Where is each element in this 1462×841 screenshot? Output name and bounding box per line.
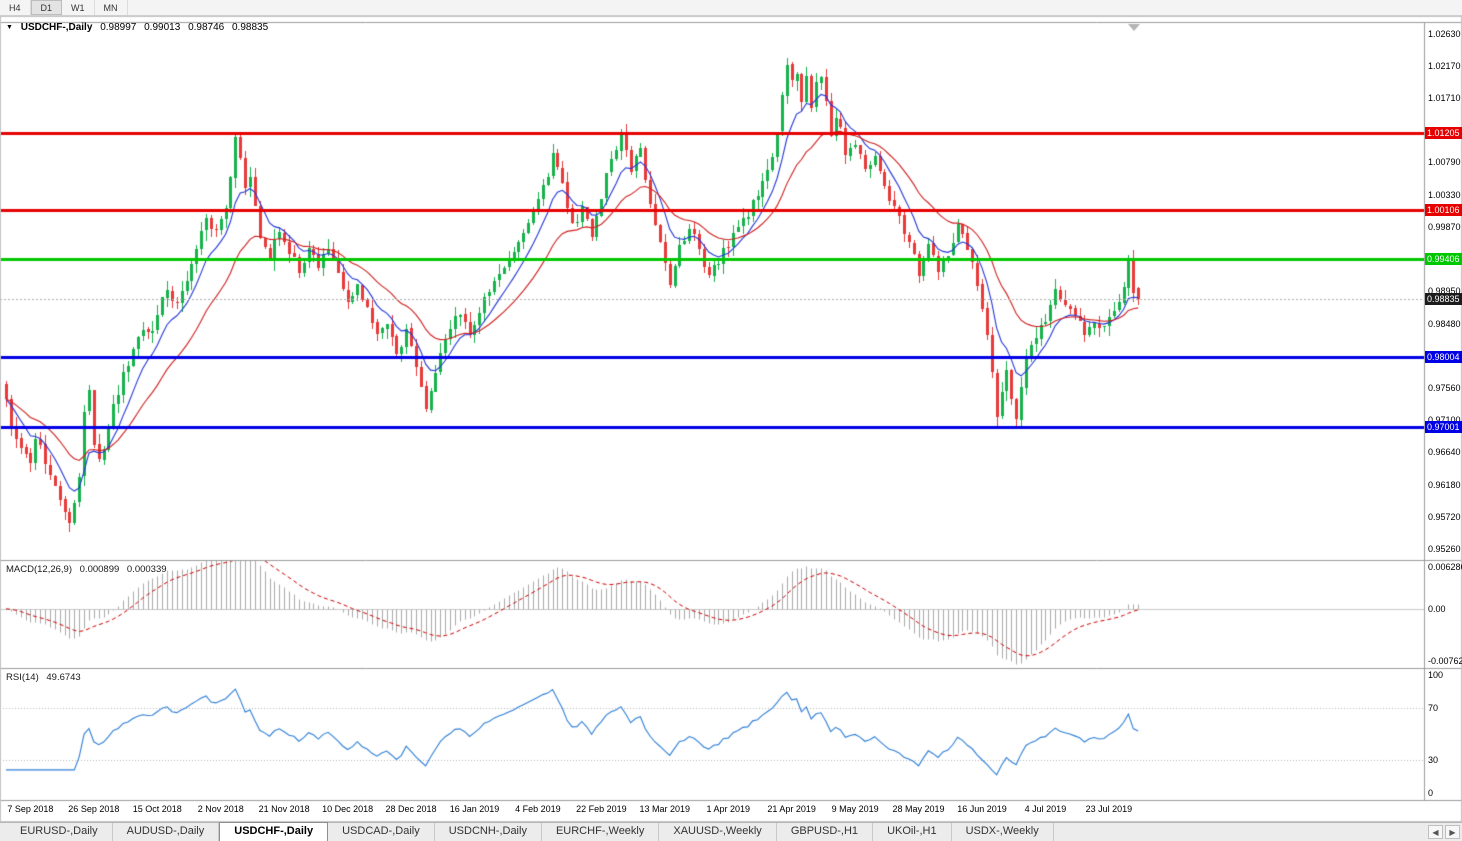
tab-ukoil-h1[interactable]: UKOil-,H1 [873, 823, 952, 841]
tab-eurusd-daily[interactable]: EURUSD-,Daily [6, 823, 113, 841]
timeframe-toolbar: H4 D1 W1 MN [0, 0, 1462, 16]
tab-eurchf-weekly[interactable]: EURCHF-,Weekly [541, 823, 660, 841]
tab-usdcnh-daily[interactable]: USDCNH-,Daily [434, 823, 542, 841]
tab-usdcad-daily[interactable]: USDCAD-,Daily [328, 823, 435, 841]
tab-usdx-weekly[interactable]: USDX-,Weekly [951, 823, 1054, 841]
price-chart-canvas[interactable] [0, 16, 1462, 822]
tab-scroll-left-icon[interactable]: ◀ [1428, 825, 1443, 839]
tab-gbpusd-h1[interactable]: GBPUSD-,H1 [776, 823, 874, 841]
tab-scroll-arrows: ◀ ▶ [1428, 825, 1460, 839]
timeframe-button-mn[interactable]: MN [95, 0, 128, 15]
tab-scroll-right-icon[interactable]: ▶ [1445, 825, 1460, 839]
tab-usdchf-daily[interactable]: USDCHF-,Daily [219, 822, 329, 841]
timeframe-button-h4[interactable]: H4 [0, 0, 31, 15]
chart-tabs: EURUSD-,Daily AUDUSD-,Daily USDCHF-,Daily U… [0, 822, 1462, 841]
timeframe-button-w1[interactable]: W1 [62, 0, 95, 15]
tab-xauusd-weekly[interactable]: XAUUSD-,Weekly [659, 823, 777, 841]
chart-window: ▼ USDCHF-,Daily 0.98997 0.99013 0.98746 … [0, 16, 1462, 822]
timeframe-button-d1[interactable]: D1 [30, 0, 63, 15]
tab-audusd-daily[interactable]: AUDUSD-,Daily [112, 823, 220, 841]
